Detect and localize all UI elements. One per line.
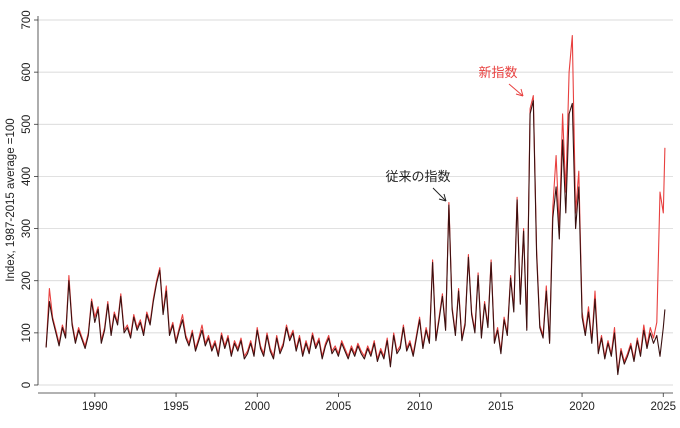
y-tick-label-300: 300 <box>21 219 33 238</box>
x-tick-label-2005: 2005 <box>326 401 352 413</box>
series-line-old-index <box>45 100 666 376</box>
annotation-old-index-arrow <box>432 187 447 202</box>
x-tick-label-2010: 2010 <box>407 401 433 413</box>
x-tick-label-1995: 1995 <box>163 401 189 413</box>
annotation-old-index: 従来の指数 <box>385 170 450 185</box>
y-tick-label-100: 100 <box>21 323 33 342</box>
series-line-new-index <box>45 35 666 373</box>
y-tick-label-600: 600 <box>21 63 33 82</box>
y-tick-label-400: 400 <box>21 167 33 186</box>
x-tick-label-2025: 2025 <box>650 401 676 413</box>
series-layer <box>45 35 666 376</box>
y-tick-label-500: 500 <box>21 115 33 134</box>
y-tick-label-200: 200 <box>21 271 33 290</box>
x-tick-label-1990: 1990 <box>82 401 108 413</box>
axes: 0 100 200 300 400 500 600 700 1990 1995 2000 2005 20… <box>21 10 676 413</box>
y-tick-label-700: 700 <box>21 10 33 29</box>
annotation-new-index-arrowhead <box>515 88 524 97</box>
x-tick-label-2000: 2000 <box>244 401 270 413</box>
y-axis-label: Index, 1987-2015 average =100 <box>5 118 17 281</box>
x-tick-label-2015: 2015 <box>488 401 514 413</box>
annotation-new-index: 新指数 <box>478 65 517 81</box>
annotation-new-index-arrow <box>508 83 524 97</box>
x-tick-label-2020: 2020 <box>569 401 595 413</box>
annotation-old-index-arrowhead <box>438 193 447 202</box>
y-tick-label-0: 0 <box>21 382 33 388</box>
